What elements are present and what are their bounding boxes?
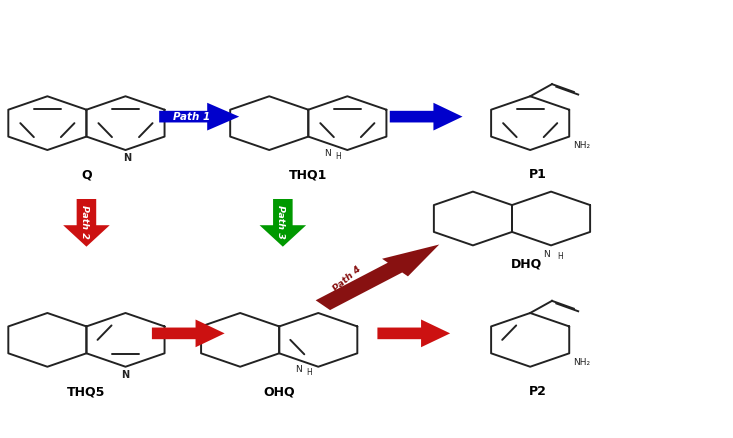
Text: Q: Q [81,168,92,181]
Text: THQ5: THQ5 [67,384,106,397]
Text: H: H [335,151,341,160]
Text: N: N [325,148,331,157]
Polygon shape [377,320,450,347]
Text: P1: P1 [528,168,546,181]
Polygon shape [316,245,439,311]
Text: NH₂: NH₂ [573,357,590,366]
Polygon shape [152,320,224,347]
Text: N: N [543,249,550,258]
Text: OHQ: OHQ [263,384,295,397]
Text: H: H [306,367,312,377]
Polygon shape [390,103,463,131]
Text: N: N [295,364,302,374]
Text: Path 3: Path 3 [276,204,285,238]
Text: DHQ: DHQ [511,257,542,270]
Polygon shape [63,200,110,247]
Text: Path 1: Path 1 [173,112,210,121]
Text: H: H [557,251,563,260]
Text: Path 4: Path 4 [331,264,363,293]
Text: NH₂: NH₂ [573,141,590,150]
Polygon shape [159,103,239,131]
Text: THQ1: THQ1 [289,168,328,181]
Text: N: N [124,152,132,162]
Polygon shape [259,200,306,247]
Text: Path 2: Path 2 [80,204,89,238]
Text: N: N [122,370,130,379]
Text: P2: P2 [528,384,546,397]
